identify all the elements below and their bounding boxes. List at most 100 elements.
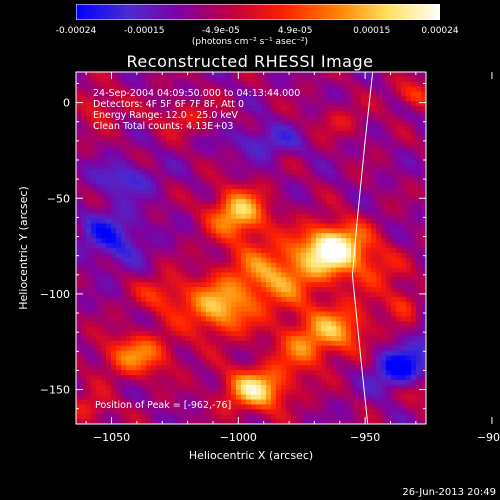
heatmap-cell (321, 282, 327, 288)
heatmap-cell (376, 316, 382, 322)
heatmap-cell (276, 380, 282, 386)
heatmap-cell (181, 360, 187, 366)
heatmap-cell (381, 389, 387, 396)
heatmap-cell (111, 389, 117, 396)
heatmap-cell (406, 272, 412, 278)
heatmap-cell (181, 272, 187, 278)
heatmap-cell (81, 394, 87, 401)
heatmap-cell (331, 155, 337, 161)
heatmap-cell (111, 228, 117, 234)
heatmap-cell (371, 184, 377, 190)
heatmap-cell (196, 86, 202, 93)
heatmap-cell (381, 135, 387, 142)
heatmap-cell (221, 331, 227, 337)
heatmap-cell (326, 267, 332, 274)
heatmap-cell (216, 145, 222, 151)
heatmap-cell (406, 72, 412, 78)
heatmap-cell (86, 360, 92, 366)
heatmap-cell (211, 267, 217, 274)
heatmap-cell (191, 218, 197, 225)
heatmap-cell (411, 179, 417, 186)
heatmap-cell (81, 336, 87, 342)
heatmap-cell (176, 213, 182, 220)
heatmap-cell (256, 81, 262, 88)
heatmap-cell (236, 399, 242, 406)
heatmap-cell (356, 389, 362, 396)
heatmap-cell (156, 375, 162, 381)
heatmap-cell (411, 233, 417, 239)
heatmap-cell (266, 223, 272, 230)
heatmap-cell (276, 301, 282, 308)
heatmap-cell (356, 301, 362, 308)
heatmap-cell (421, 375, 426, 381)
heatmap-cell (351, 243, 357, 249)
heatmap-cell (271, 233, 277, 239)
heatmap-cell (391, 223, 397, 230)
heatmap-cell (326, 150, 332, 156)
heatmap-cell (296, 311, 302, 318)
heatmap-cell (76, 336, 82, 342)
heatmap-cell (146, 296, 152, 303)
heatmap-cell (251, 262, 257, 269)
heatmap-cell (416, 287, 422, 293)
heatmap-cell (326, 155, 332, 161)
heatmap-cell (121, 257, 127, 264)
heatmap-cell (371, 150, 377, 156)
heatmap-cell (331, 414, 337, 420)
heatmap-cell (226, 262, 232, 269)
heatmap-cell (116, 76, 122, 83)
heatmap-cell (376, 292, 382, 298)
heatmap-cell (91, 292, 97, 298)
heatmap-cell (341, 120, 347, 127)
heatmap-cell (251, 145, 257, 151)
heatmap-cell (191, 145, 197, 151)
heatmap-cell (231, 194, 237, 200)
heatmap-cell (241, 389, 247, 396)
heatmap-cell (211, 248, 217, 254)
heatmap-cell (336, 414, 342, 420)
heatmap-cell (306, 76, 312, 83)
heatmap-cell (126, 145, 132, 151)
heatmap-cell (221, 150, 227, 156)
heatmap-cell (111, 287, 117, 293)
heatmap-cell (376, 287, 382, 293)
heatmap-cell (216, 252, 222, 259)
heatmap-cell (156, 160, 162, 166)
heatmap-cell (256, 272, 262, 278)
heatmap-cell (171, 233, 177, 239)
heatmap-cell (406, 370, 412, 376)
heatmap-cell (166, 380, 172, 386)
heatmap-cell (226, 311, 232, 318)
heatmap-cell (191, 106, 197, 112)
heatmap-cell (421, 223, 426, 230)
heatmap-cell (246, 248, 252, 254)
heatmap-cell (346, 223, 352, 230)
heatmap-cell (121, 316, 127, 322)
heatmap-cell (116, 326, 122, 332)
heatmap-cell (386, 125, 392, 132)
heatmap-cell (296, 331, 302, 337)
heatmap-cell (376, 238, 382, 244)
heatmap-cell (266, 375, 272, 381)
heatmap-cell (231, 365, 237, 371)
heatmap-cell (261, 301, 267, 308)
heatmap-cell (306, 164, 312, 171)
heatmap-cell (296, 150, 302, 156)
heatmap-cell (201, 380, 207, 386)
heatmap-cell (306, 179, 312, 186)
heatmap-cell (121, 91, 127, 98)
heatmap-cell (261, 292, 267, 298)
heatmap-cell (371, 145, 377, 151)
heatmap-cell (136, 204, 142, 210)
heatmap-cell (366, 277, 372, 283)
heatmap-cell (246, 350, 252, 357)
heatmap-cell (366, 116, 372, 122)
heatmap-cell (291, 223, 297, 230)
heatmap-cell (176, 311, 182, 318)
heatmap-cell (291, 248, 297, 254)
heatmap-cell (381, 409, 387, 415)
heatmap-cell (391, 306, 397, 313)
heatmap-cell (416, 336, 422, 342)
heatmap-cell (416, 404, 422, 410)
heatmap-cell (256, 365, 262, 371)
